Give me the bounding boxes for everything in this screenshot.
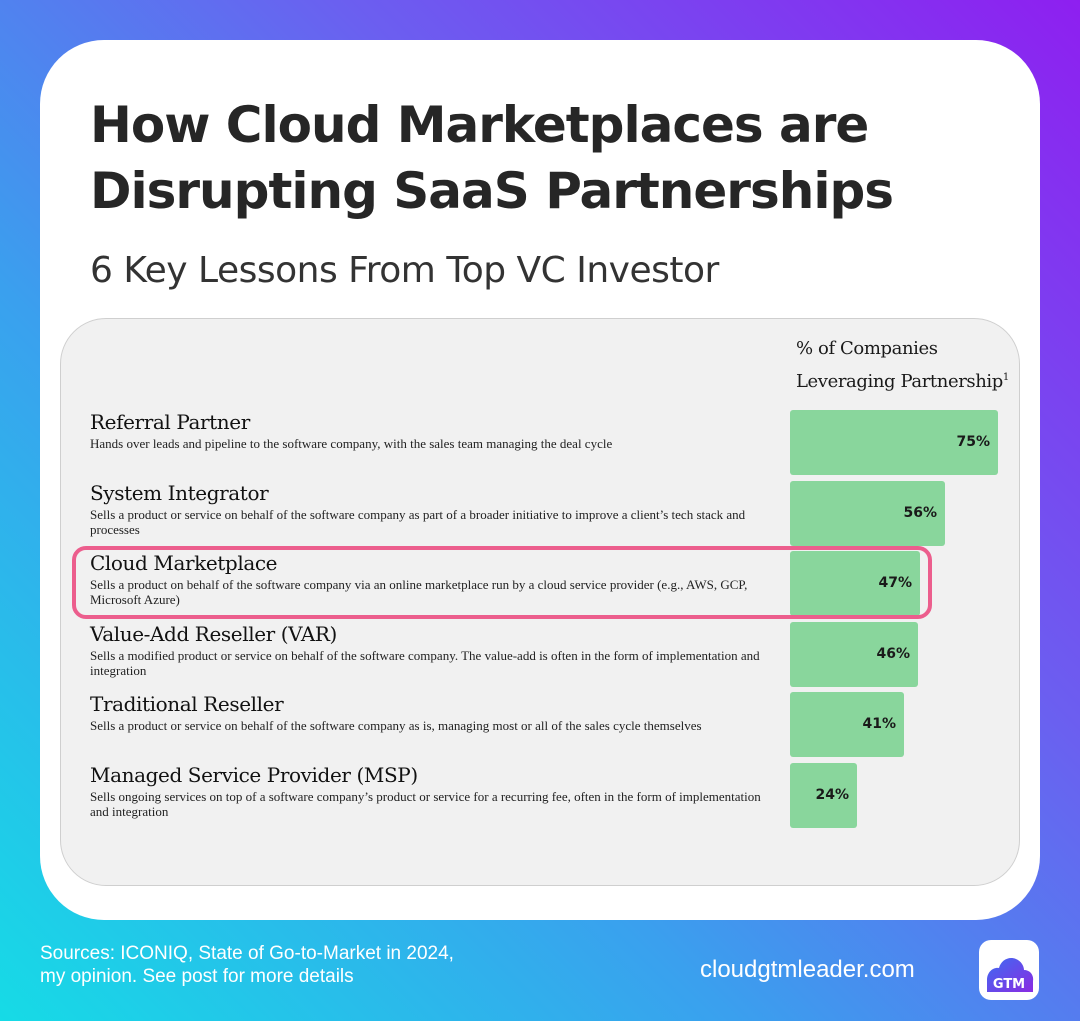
row-description-cloud-marketplace: Sells a product on behalf of the softwar… <box>90 577 748 607</box>
row-name-managed-service-provider-msp: Managed Service Provider (MSP) <box>90 763 418 787</box>
page-title: How Cloud Marketplaces are Disrupting Sa… <box>90 96 894 220</box>
bar-managed-service-provider-msp <box>790 763 857 828</box>
row-description-system-integrator: Sells a product or service on behalf of … <box>90 507 746 537</box>
row-name-value-add-reseller-var: Value-Add Reseller (VAR) <box>90 622 337 646</box>
page-subtitle: 6 Key Lessons From Top VC Investor <box>90 250 719 291</box>
row-description-referral-partner: Hands over leads and pipeline to the sof… <box>90 436 613 451</box>
row-description-managed-service-provider-msp: Sells ongoing services on top of a softw… <box>90 789 761 819</box>
row-name-system-integrator: System Integrator <box>90 481 269 505</box>
bar-label-referral-partner: 75% <box>956 434 990 450</box>
bar-label-managed-service-provider-msp: 24% <box>815 787 849 803</box>
row-description-value-add-reseller-var: Sells a modified product or service on b… <box>90 648 760 678</box>
bar-label-value-add-reseller-var: 46% <box>876 646 910 662</box>
highlight-box <box>72 546 932 619</box>
bar-traditional-reseller <box>790 692 904 757</box>
bar-system-integrator <box>790 481 945 546</box>
row-description-traditional-reseller: Sells a product or service on behalf of … <box>90 718 702 733</box>
website-link[interactable]: cloudgtmleader.com <box>700 956 915 983</box>
footnote-marker: 1 <box>1002 372 1009 383</box>
column-header: % of Companies Leveraging Partnership1 <box>796 334 1009 396</box>
logo-text: GTM <box>992 977 1026 992</box>
gtm-logo: GTM <box>979 940 1039 1000</box>
bar-referral-partner <box>790 410 998 475</box>
bar-label-cloud-marketplace: 47% <box>878 575 912 591</box>
cloud-icon <box>987 958 1034 992</box>
row-name-traditional-reseller: Traditional Reseller <box>90 692 284 716</box>
row-name-cloud-marketplace: Cloud Marketplace <box>90 551 278 575</box>
row-name-referral-partner: Referral Partner <box>90 410 250 434</box>
bar-value-add-reseller-var <box>790 622 918 687</box>
bar-label-system-integrator: 56% <box>903 505 937 521</box>
bar-cloud-marketplace <box>790 551 920 616</box>
bar-label-traditional-reseller: 41% <box>862 716 896 732</box>
sources-text: Sources: ICONIQ, State of Go-to-Market i… <box>40 943 454 987</box>
column-header-text: % of Companies Leveraging Partnership <box>796 338 1003 392</box>
